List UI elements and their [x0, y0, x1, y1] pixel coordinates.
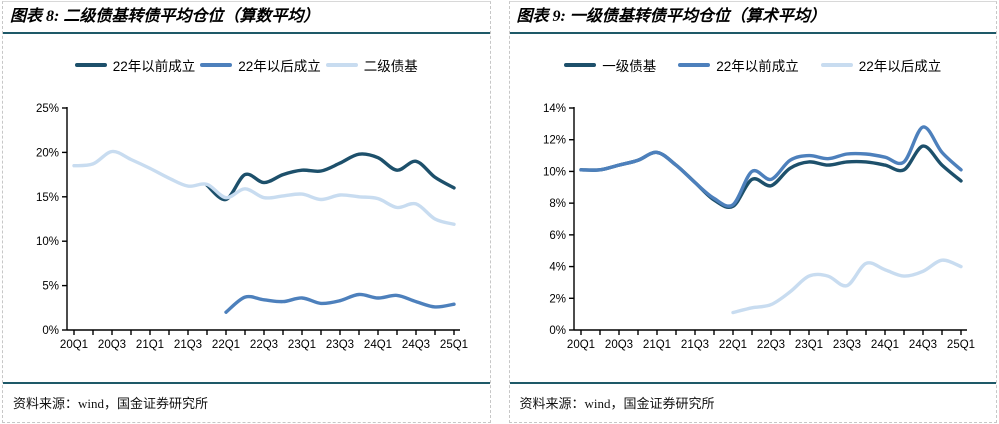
chart-panel-right: 图表 9: 一级债基转债平均仓位（算术平均） 一级债基 22年以前成立 22年以后成…: [508, 1, 997, 423]
x-tick-label: 21Q3: [680, 339, 708, 351]
x-tick-label: 23Q3: [326, 339, 354, 351]
chart-canvas: 0% 2% 4% 6% 8% 10% 12% 14% 20Q1 20Q3 21Q1 21Q3 22Q1 2…: [542, 103, 974, 351]
series-line: [72, 149, 456, 226]
x-tick-label: 20Q1: [60, 339, 88, 351]
y-tick-label: 0%: [549, 325, 566, 337]
legend-line-swatch: [325, 63, 358, 67]
legend-item: 二级债基: [325, 55, 418, 75]
legend-label: 22年以后成立: [858, 59, 942, 74]
y-tick-label: 2%: [549, 293, 566, 305]
y-tick-label: 10%: [36, 236, 59, 248]
x-tick-label: 23Q1: [794, 339, 822, 351]
x-tick-label: 22Q1: [212, 339, 240, 351]
legend-label: 22年以前成立: [112, 59, 196, 74]
legend-line-swatch: [200, 63, 233, 67]
legend-label: 一级债基: [602, 59, 657, 74]
y-tick-label: 0%: [42, 325, 59, 337]
y-tick-label: 4%: [549, 262, 566, 274]
legend-line-swatch: [820, 63, 853, 67]
source-note: 资料来源：wind，国金证券研究所: [3, 382, 490, 422]
legend-label: 二级债基: [363, 59, 418, 74]
chart-legend: 22年以前成立 22年以后成立 二级债基: [3, 50, 490, 80]
y-tick-label: 25%: [36, 103, 59, 115]
y-tick-label: 14%: [542, 103, 565, 115]
legend-line-swatch: [74, 63, 107, 67]
chart-panel-left: 图表 8: 二级债基转债平均仓位（算数平均） 22年以前成立 22年以后成立 二级债…: [2, 1, 491, 423]
x-tick-label: 22Q3: [250, 339, 278, 351]
y-tick-label: 5%: [42, 281, 59, 293]
x-tick-label: 24Q1: [364, 339, 392, 351]
series-line: [205, 152, 456, 202]
x-tick-label: 23Q3: [832, 339, 860, 351]
chart-region: 一级债基 22年以前成立 22年以后成立 0% 2% 4% 6% 8% 10% 12% 14% 20…: [510, 34, 997, 382]
x-tick-label: 24Q3: [402, 339, 430, 351]
legend-item: 一级债基: [564, 55, 656, 75]
x-tick-label: 24Q3: [908, 339, 936, 351]
x-tick-label: 20Q3: [98, 339, 126, 351]
y-tick-label: 20%: [36, 147, 59, 159]
x-tick-label: 25Q1: [440, 339, 468, 351]
y-tick-label: 15%: [36, 192, 59, 204]
x-tick-label: 22Q3: [756, 339, 784, 351]
y-tick-label: 8%: [549, 198, 566, 210]
legend-item: 22年以后成立: [820, 55, 942, 75]
chart-legend: 一级债基 22年以前成立 22年以后成立: [510, 50, 997, 80]
legend-item: 22年以前成立: [74, 55, 196, 75]
legend-item: 22年以后成立: [200, 55, 321, 75]
legend-line-swatch: [564, 63, 597, 67]
x-tick-label: 23Q1: [288, 339, 316, 351]
x-tick-label: 21Q1: [642, 339, 670, 351]
x-tick-label: 21Q3: [174, 339, 202, 351]
series-line: [578, 125, 963, 208]
legend-label: 22年以前成立: [716, 59, 799, 74]
x-tick-label: 21Q1: [136, 339, 164, 351]
legend-line-swatch: [678, 63, 711, 67]
chart-title: 图表 9: 一级债基转债平均仓位（算术平均）: [509, 2, 996, 34]
source-note: 资料来源：wind，国金证券研究所: [509, 382, 996, 422]
series-line: [224, 292, 456, 314]
chart-region: 22年以前成立 22年以后成立 二级债基 0% 5% 10% 15% 20% 25% 20Q1 2…: [3, 34, 490, 382]
legend-item: 22年以前成立: [678, 55, 799, 75]
y-tick-label: 6%: [549, 230, 566, 242]
chart-title: 图表 8: 二级债基转债平均仓位（算数平均）: [3, 2, 490, 34]
chart-canvas: 0% 5% 10% 15% 20% 25% 20Q1 20Q3 21Q1 21Q3 22Q1 22Q3…: [36, 103, 468, 351]
y-tick-label: 10%: [542, 166, 565, 178]
x-tick-label: 22Q1: [718, 339, 746, 351]
x-tick-label: 25Q1: [946, 339, 974, 351]
x-tick-label: 24Q1: [870, 339, 898, 351]
series-line: [730, 258, 963, 315]
series-line: [578, 144, 963, 210]
y-tick-label: 12%: [542, 135, 565, 147]
x-tick-label: 20Q3: [604, 339, 632, 351]
legend-label: 22年以后成立: [238, 59, 321, 74]
x-tick-label: 20Q1: [566, 339, 594, 351]
